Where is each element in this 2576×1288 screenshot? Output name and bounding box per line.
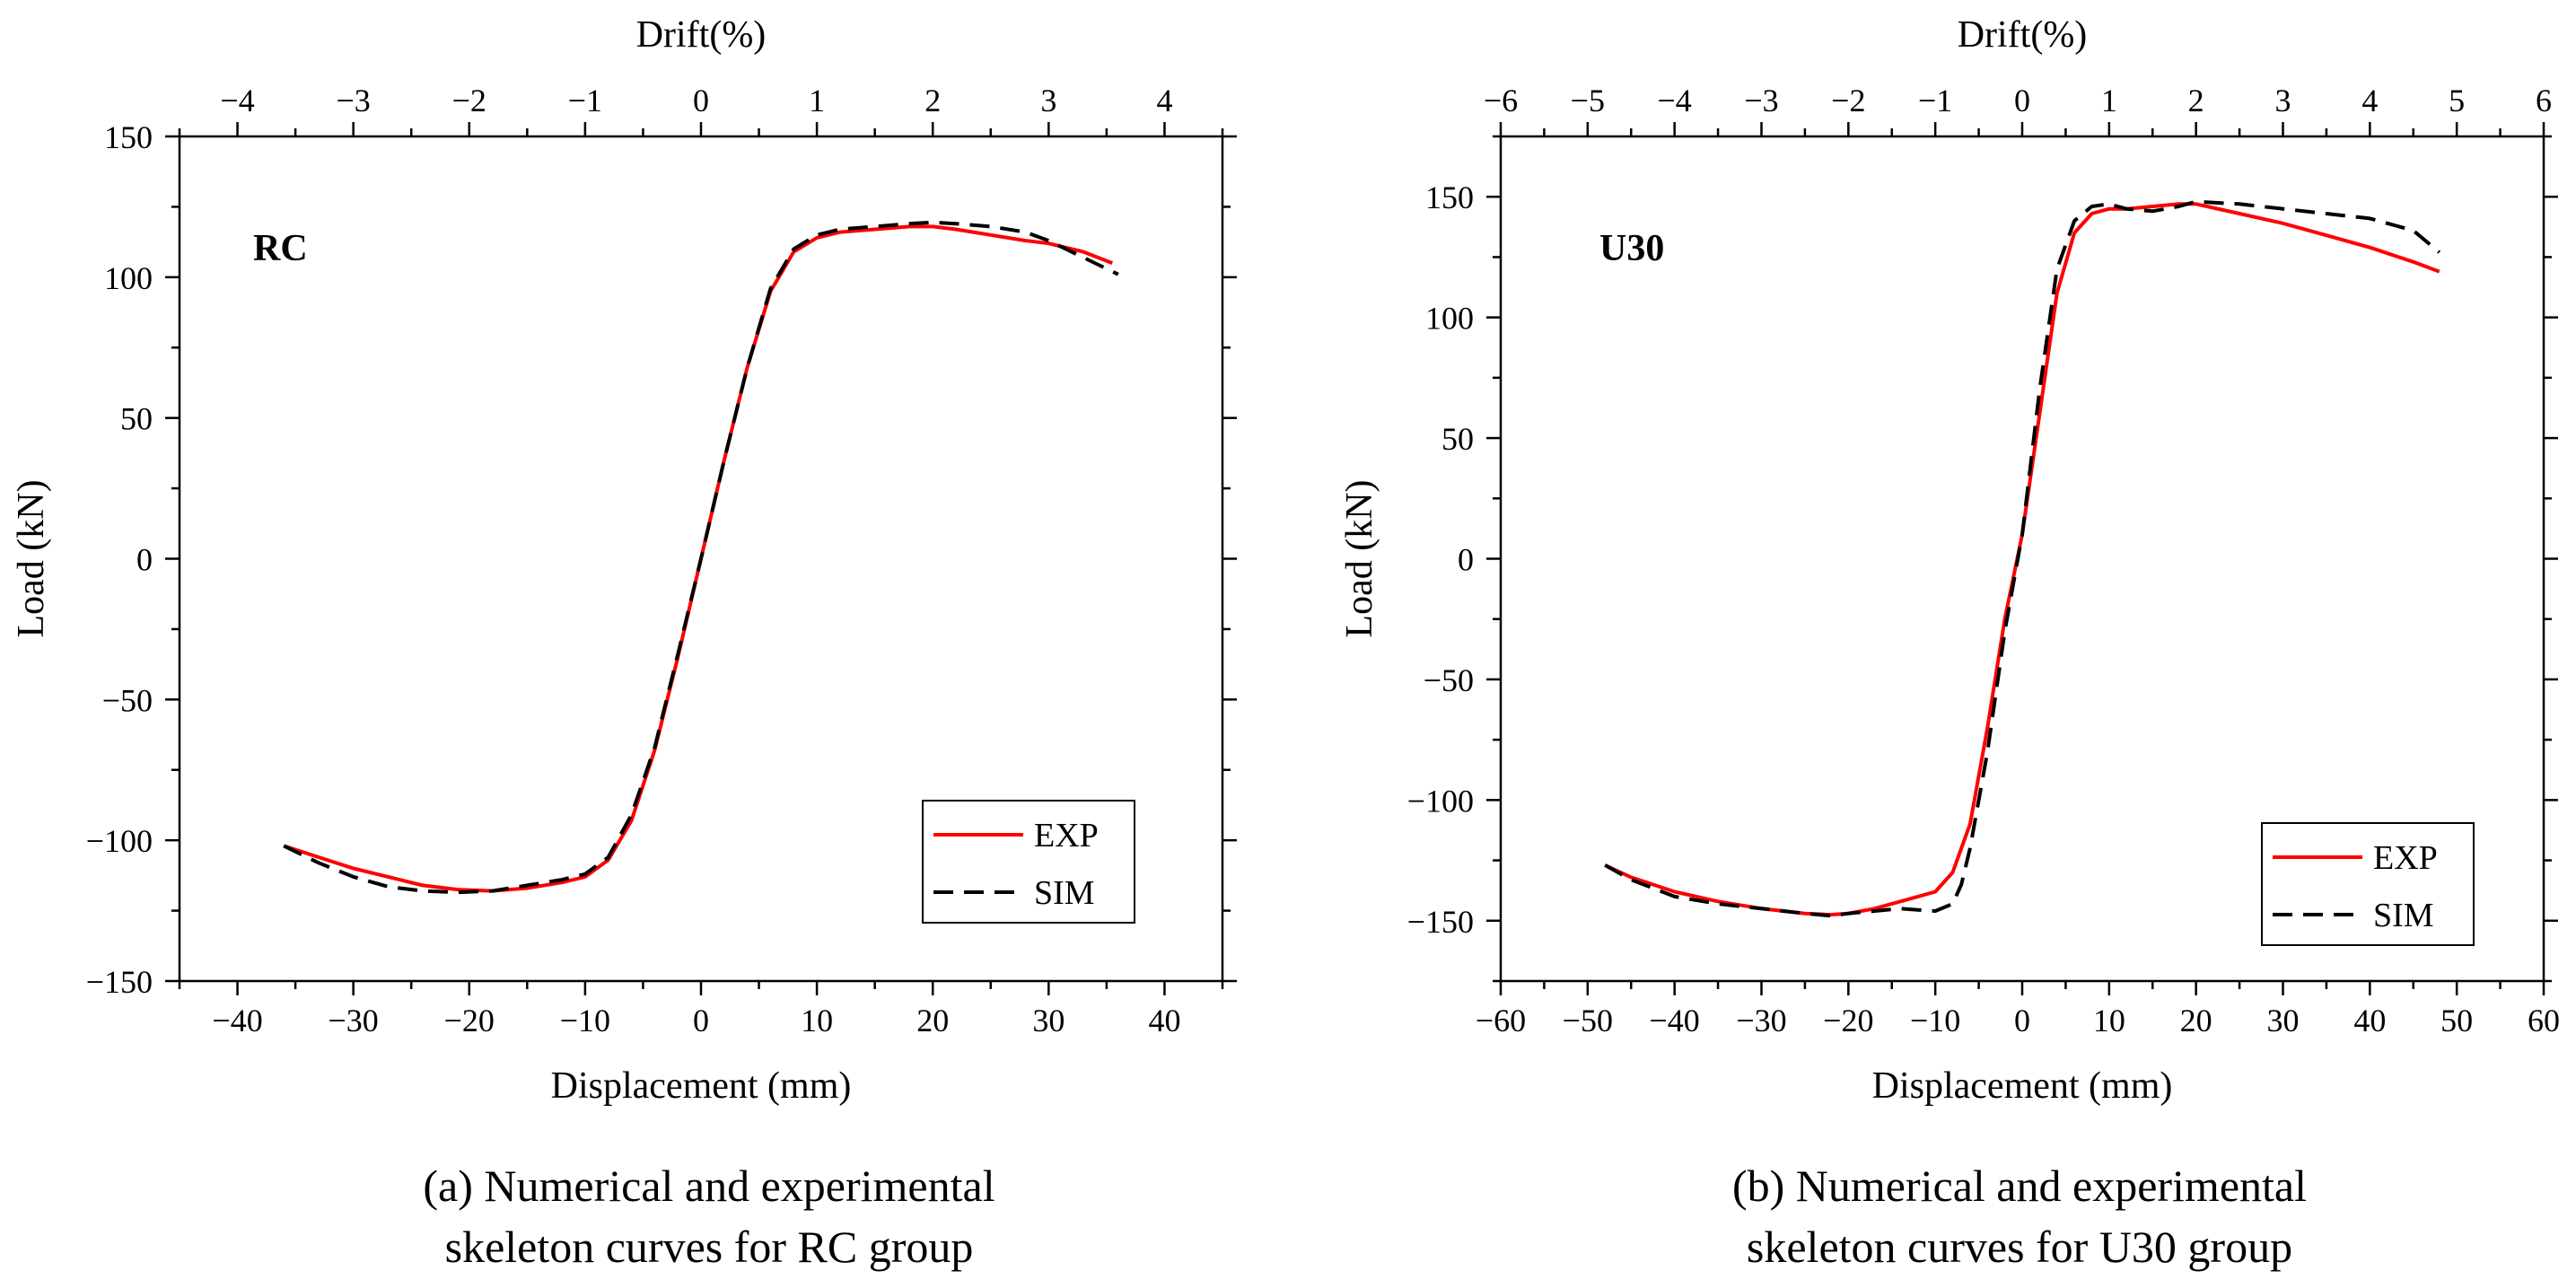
figure-caption-line: skeleton curves for U30 group [1747,1222,2292,1272]
x-tick-label: 60 [2528,1003,2560,1038]
series-line-exp [283,224,1114,893]
x2-tick-label: 3 [1040,83,1056,118]
y-tick-label: −50 [102,682,153,718]
y-tick-label: 0 [136,542,153,578]
x-axis-title: Displacement (mm) [1872,1065,2173,1107]
x2-tick-label: −2 [452,83,486,118]
x-tick-label: 30 [2267,1003,2300,1038]
y-tick-label: 50 [1441,421,1474,457]
series-line-sim [283,220,1119,895]
x-tick-label: −50 [1563,1003,1613,1038]
y-tick-label: −50 [1424,662,1474,698]
series-line-sim [1604,199,2441,918]
legend-box [2261,822,2475,946]
y-tick-label: −100 [1407,783,1474,819]
y-axis-title: Load (kN) [1339,479,1380,637]
x-tick-label: 10 [801,1003,833,1038]
y-tick-label: −150 [1407,904,1474,940]
x2-tick-label: −2 [1831,83,1865,118]
y-tick-label: 50 [120,401,153,437]
x-tick-label: −30 [329,1003,379,1038]
x2-tick-label: 4 [2361,83,2378,118]
x-tick-label: 10 [2093,1003,2125,1038]
legend-label-sim: SIM [2373,897,2434,934]
y-tick-label: 100 [104,260,153,296]
y-tick-label: 150 [104,119,153,155]
legend-label-exp: EXP [1034,817,1099,854]
x-tick-label: 0 [2014,1003,2030,1038]
x-tick-label: 50 [2440,1003,2473,1038]
x2-tick-label: 4 [1156,83,1172,118]
x-tick-label: −40 [212,1003,262,1038]
x2-axis-title: Drift(%) [1958,14,2088,56]
y-tick-label: 150 [1425,180,1474,215]
x2-tick-label: −1 [1918,83,1952,118]
x2-tick-label: 6 [2536,83,2552,118]
x-tick-label: −40 [1650,1003,1700,1038]
x2-tick-label: 1 [2101,83,2117,118]
x-tick-label: 20 [916,1003,949,1038]
x-tick-label: −10 [560,1003,610,1038]
series-line-exp [1604,202,2440,917]
x-tick-label: −10 [1910,1003,1960,1038]
x2-tick-label: 0 [2014,83,2030,118]
figure-caption-line: skeleton curves for RC group [445,1222,974,1272]
x-tick-label: −30 [1736,1003,1786,1038]
x2-tick-label: 2 [924,83,941,118]
y-tick-label: −100 [86,823,153,859]
x-tick-label: 40 [1148,1003,1180,1038]
x2-tick-label: 0 [693,83,709,118]
legend-box [922,800,1135,924]
x2-tick-label: 5 [2449,83,2465,118]
x-tick-label: −20 [1823,1003,1873,1038]
x2-tick-label: −3 [1744,83,1778,118]
x2-tick-label: 3 [2275,83,2291,118]
panel-label: U30 [1599,228,1664,269]
legend-label-sim: SIM [1034,874,1095,912]
legend-label-exp: EXP [2373,839,2438,877]
y-tick-label: 0 [1458,542,1474,578]
x-tick-label: 0 [693,1003,709,1038]
panel-label: RC [253,228,308,269]
x-axis-title: Displacement (mm) [551,1065,852,1107]
y-tick-label: 100 [1425,301,1474,337]
panel-a-rc-chart: −40 −30 −20 −10 0 10 20 30 40−4 −3 −2 −1 0 1 2 3 4−150−1… [11,14,1237,1272]
panel-b-u30-chart: −60 −50 −40 −30 −20 −10 0 10 20 30 40 50 60−6 −5 −4 −3−… [1339,14,2560,1272]
y-axis-title: Load (kN) [11,479,52,637]
x2-tick-label: 1 [809,83,825,118]
x2-tick-label: 2 [2188,83,2204,118]
x2-tick-label: −3 [337,83,371,118]
x2-tick-label: −1 [568,83,602,118]
x-tick-label: −20 [444,1003,495,1038]
x-tick-label: 40 [2353,1003,2386,1038]
x2-tick-label: −4 [220,83,254,118]
figure-caption-line: (b) Numerical and experimental [1732,1161,2307,1211]
x2-tick-label: −6 [1484,83,1518,118]
x-tick-label: −60 [1476,1003,1526,1038]
x2-axis-title: Drift(%) [636,14,767,56]
x2-tick-label: −5 [1571,83,1605,118]
figure-caption-line: (a) Numerical and experimental [423,1161,994,1211]
y-tick-label: −150 [86,964,153,1000]
x-tick-label: 30 [1032,1003,1065,1038]
x2-tick-label: −4 [1658,83,1692,118]
x-tick-label: 20 [2180,1003,2212,1038]
